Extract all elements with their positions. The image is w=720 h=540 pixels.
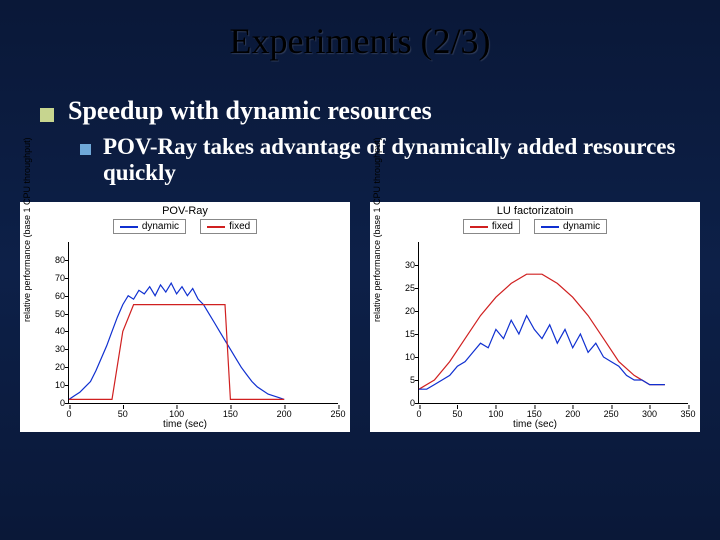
charts-row: POV-Ray dynamic fixed relative performanc… (0, 186, 720, 432)
x-tick: 200 (277, 409, 292, 419)
y-tick: 80 (43, 255, 65, 265)
x-tick: 150 (527, 409, 542, 419)
legend-item: fixed (200, 219, 257, 234)
x-axis-label: time (sec) (163, 419, 207, 430)
y-tick: 10 (393, 352, 415, 362)
legend-swatch-icon (120, 226, 138, 228)
bullet-level1: Speedup with dynamic resources (40, 96, 680, 126)
chart-legend: fixed dynamic (370, 219, 700, 234)
chart-lu: LU factorizatoin fixed dynamic relative p… (370, 202, 700, 432)
legend-label: dynamic (142, 221, 179, 232)
y-tick: 0 (43, 398, 65, 408)
y-tick: 10 (43, 380, 65, 390)
slide-title: Experiments (2/3) (0, 0, 720, 62)
y-tick: 70 (43, 273, 65, 283)
legend-item: dynamic (113, 219, 186, 234)
x-tick: 300 (642, 409, 657, 419)
legend-label: fixed (229, 221, 250, 232)
y-tick: 20 (393, 306, 415, 316)
content-area: Speedup with dynamic resources POV-Ray t… (0, 62, 720, 186)
y-tick: 15 (393, 329, 415, 339)
y-tick: 30 (393, 260, 415, 270)
x-tick: 150 (223, 409, 238, 419)
x-tick: 250 (604, 409, 619, 419)
y-tick: 60 (43, 291, 65, 301)
chart-legend: dynamic fixed (20, 219, 350, 234)
y-tick: 50 (43, 309, 65, 319)
bullet1-text: Speedup with dynamic resources (68, 96, 432, 126)
chart-povray: POV-Ray dynamic fixed relative performanc… (20, 202, 350, 432)
bullet2-text: POV-Ray takes advantage of dynamically a… (103, 134, 680, 186)
y-tick: 0 (393, 398, 415, 408)
y-axis-label: relative performance (base 1 CPU through… (22, 312, 32, 322)
y-axis-label: relative performance (base 1 CPU through… (372, 312, 382, 322)
series-dynamic (69, 283, 284, 399)
legend-swatch-icon (541, 226, 559, 228)
x-tick: 100 (169, 409, 184, 419)
legend-label: dynamic (563, 221, 600, 232)
legend-swatch-icon (207, 226, 225, 228)
x-tick: 0 (66, 409, 71, 419)
x-tick: 50 (118, 409, 128, 419)
y-tick: 20 (43, 362, 65, 372)
bullet-marker-icon (80, 144, 91, 155)
plot-area: 01020304050607080050100150200250 (68, 242, 338, 404)
y-tick: 40 (43, 326, 65, 336)
legend-item: dynamic (534, 219, 607, 234)
series-fixed (419, 274, 665, 389)
bullet-marker-icon (40, 108, 54, 122)
series-fixed (69, 305, 284, 400)
plot-area: 051015202530050100150200250300350 (418, 242, 688, 404)
legend-item: fixed (463, 219, 520, 234)
chart-title: POV-Ray (20, 202, 350, 217)
x-axis-label: time (sec) (513, 419, 557, 430)
x-tick: 50 (452, 409, 462, 419)
x-tick: 0 (416, 409, 421, 419)
x-tick: 350 (680, 409, 695, 419)
legend-swatch-icon (470, 226, 488, 228)
series-svg (69, 242, 338, 403)
y-tick: 30 (43, 344, 65, 354)
x-tick: 250 (330, 409, 345, 419)
x-tick: 200 (565, 409, 580, 419)
y-tick: 5 (393, 375, 415, 385)
chart-title: LU factorizatoin (370, 202, 700, 217)
x-tick: 100 (488, 409, 503, 419)
y-tick: 25 (393, 283, 415, 293)
series-svg (419, 242, 688, 403)
legend-label: fixed (492, 221, 513, 232)
